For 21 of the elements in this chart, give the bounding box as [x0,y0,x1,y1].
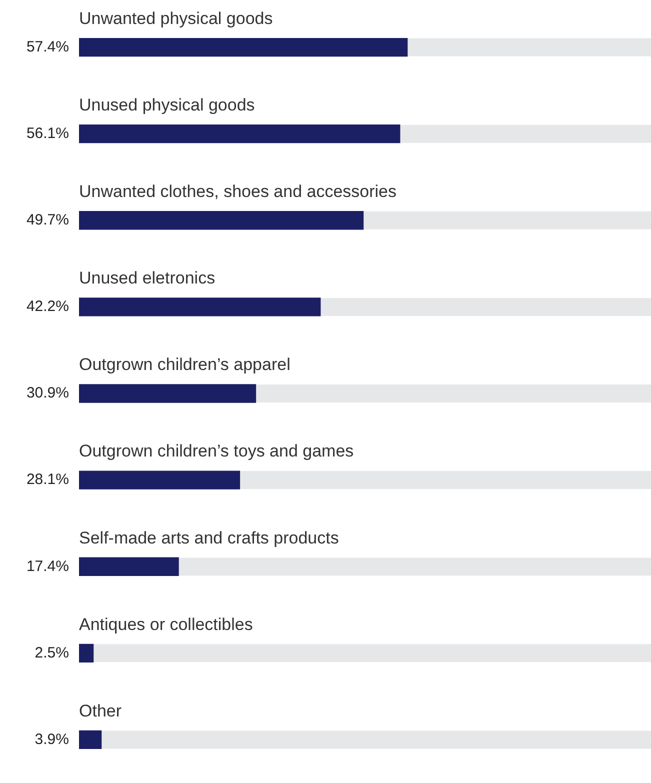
bar [79,644,94,662]
data-label: 3.9% [34,730,69,748]
data-label: 28.1% [26,471,69,488]
data-label: 57.4% [26,38,69,56]
data-label: 30.9% [26,384,69,402]
y-tick-label: Unused physical goods [79,96,255,115]
y-tick-label: Outgrown children’s toys and games [79,442,354,461]
data-label: 42.2% [26,298,69,316]
y-tick-label: Outgrown children’s apparel [79,355,290,374]
data-label: 17.4% [26,558,69,575]
data-label: 49.7% [26,212,69,229]
data-label: 56.1% [26,124,69,142]
y-tick-label: Unwanted physical goods [79,8,273,28]
y-tick-label: Unwanted clothes, shoes and accessories [79,182,397,202]
data-label: 2.5% [34,644,69,662]
bar [79,557,179,576]
y-tick-label: Unused eletronics [79,268,216,288]
y-tick-label: Antiques or collectibles [79,614,253,634]
y-tick-label: Self-made arts and crafts products [79,528,339,548]
y-tick-label: Other [79,701,122,720]
bar [79,730,102,750]
